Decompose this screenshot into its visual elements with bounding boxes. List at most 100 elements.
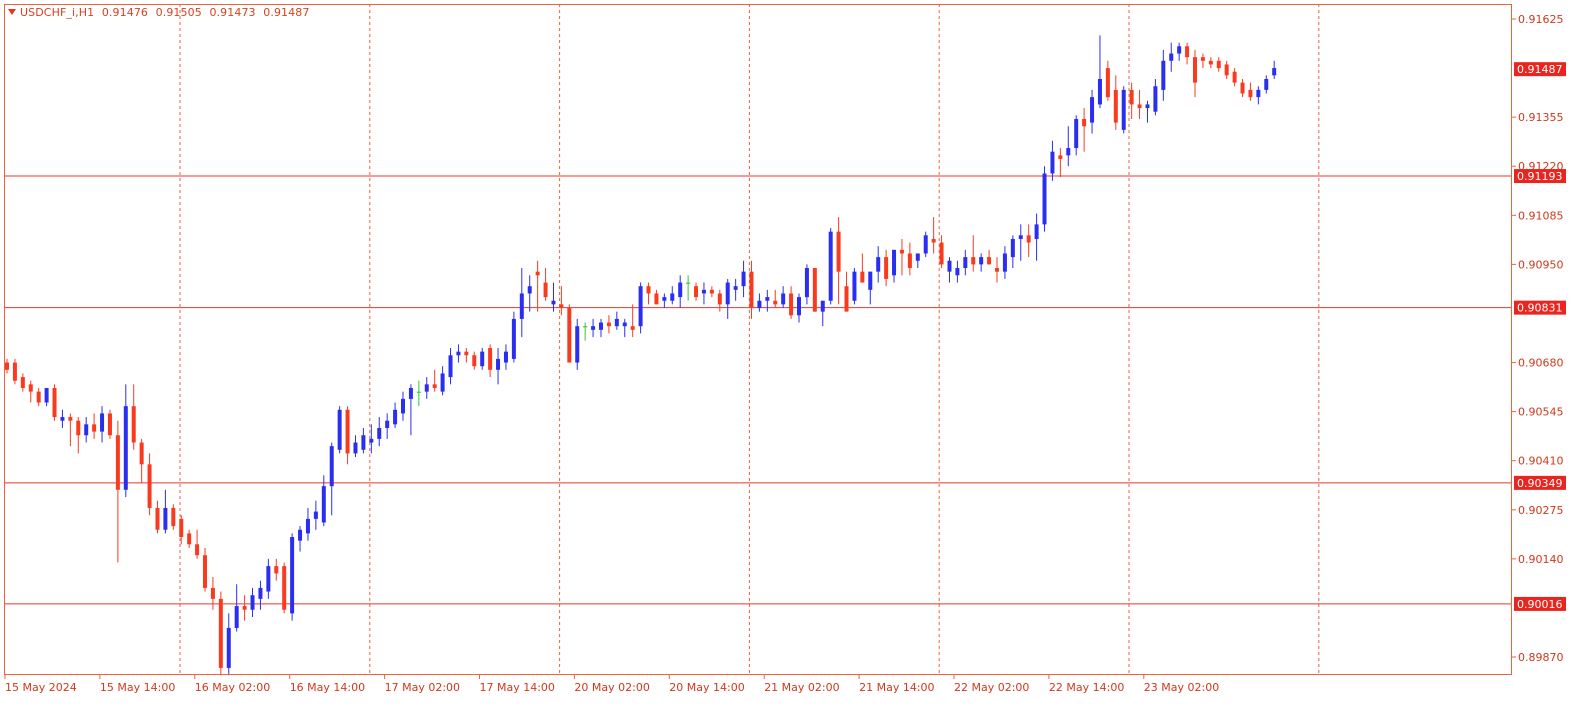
candle-body: [828, 231, 833, 301]
x-tick-label: 17 May 02:00: [385, 681, 460, 694]
y-tick-label: 0.91355: [1518, 111, 1564, 124]
candle: [424, 377, 429, 399]
candle: [1026, 224, 1031, 258]
candle-body: [614, 318, 619, 327]
candle: [749, 260, 754, 319]
candle-body: [274, 566, 279, 574]
x-tick-label: 23 May 02:00: [1144, 681, 1219, 694]
chart-header: USDCHF_i,H1 0.91476 0.91505 0.91473 0.91…: [8, 6, 313, 19]
candle: [939, 235, 944, 269]
candle: [773, 289, 778, 309]
candle: [519, 268, 524, 338]
candle: [781, 286, 786, 309]
candle: [385, 413, 390, 439]
candle-body: [1264, 78, 1269, 90]
candle: [987, 249, 992, 265]
candle-body: [44, 387, 49, 403]
collapse-triangle-icon[interactable]: [8, 9, 16, 15]
current-price-tag: 0.91487: [1517, 63, 1563, 76]
candle-body: [195, 544, 200, 556]
candle: [282, 562, 287, 614]
candle-body: [638, 286, 643, 327]
candle: [1042, 166, 1047, 232]
candle: [60, 409, 65, 428]
candle: [733, 278, 738, 301]
candle-body: [939, 242, 944, 265]
candle-body: [868, 271, 873, 290]
candle: [377, 417, 382, 447]
candle: [100, 406, 105, 443]
candle-body: [100, 413, 105, 432]
candle: [242, 595, 247, 621]
candle-body: [559, 304, 564, 309]
candle-body: [1026, 235, 1031, 243]
price-level-tag: 0.91193: [1517, 170, 1563, 183]
candle: [203, 547, 207, 592]
candle-body: [369, 438, 374, 443]
candle-body: [884, 257, 889, 279]
price-tag-box: [1514, 300, 1566, 315]
candle: [321, 475, 326, 527]
candle: [725, 278, 730, 319]
candle-body: [741, 271, 746, 287]
candle: [1137, 89, 1142, 119]
candle-body: [92, 424, 97, 432]
candle: [915, 253, 920, 269]
candle: [551, 282, 556, 312]
candle: [907, 242, 912, 276]
candle: [12, 358, 17, 385]
candle-body: [955, 268, 960, 276]
candle-body: [1105, 68, 1110, 98]
candle: [646, 282, 651, 305]
candle-body: [179, 518, 184, 538]
candle: [1216, 57, 1221, 72]
candle: [1272, 60, 1277, 79]
x-tick-label: 22 May 14:00: [1049, 681, 1124, 694]
candle-body: [591, 326, 596, 330]
candle-body: [242, 606, 247, 610]
candle: [662, 293, 667, 309]
candle-body: [630, 326, 635, 330]
candle-body: [440, 373, 445, 392]
candle-body: [448, 355, 453, 378]
candle-body: [1082, 118, 1087, 127]
candle-body: [1200, 57, 1205, 61]
candle-body: [820, 300, 825, 312]
candle-body: [923, 235, 928, 254]
candle-body: [876, 257, 881, 272]
candle-body: [686, 282, 691, 284]
candle-body: [305, 518, 310, 534]
price-tag-box: [1514, 169, 1566, 184]
candle-body: [393, 409, 398, 425]
candle-body: [1153, 86, 1158, 112]
candle-body: [511, 318, 516, 359]
candle-body: [765, 297, 770, 301]
candle: [599, 318, 603, 338]
candle-body: [1090, 97, 1095, 123]
candle: [440, 366, 445, 396]
x-tick-label: 17 May 14:00: [480, 681, 555, 694]
candle: [218, 591, 223, 676]
candle: [107, 409, 112, 439]
candle-body: [258, 587, 263, 599]
candle: [836, 217, 841, 305]
candle: [416, 380, 421, 407]
candle: [171, 504, 176, 530]
candle-body: [187, 533, 192, 545]
candle: [1232, 68, 1237, 87]
candle-body: [622, 322, 627, 327]
candle: [947, 257, 952, 283]
candle-body: [519, 293, 524, 319]
candle-body: [1058, 155, 1063, 159]
x-tick-label: 15 May 14:00: [100, 681, 175, 694]
candle: [36, 387, 41, 407]
candle-body: [892, 249, 897, 276]
candle-body: [432, 384, 437, 388]
candle: [1145, 100, 1150, 123]
candle-body: [131, 406, 136, 443]
candle-body: [424, 384, 429, 392]
candle-body: [963, 257, 968, 269]
candle: [234, 584, 239, 632]
candle: [1185, 42, 1190, 65]
